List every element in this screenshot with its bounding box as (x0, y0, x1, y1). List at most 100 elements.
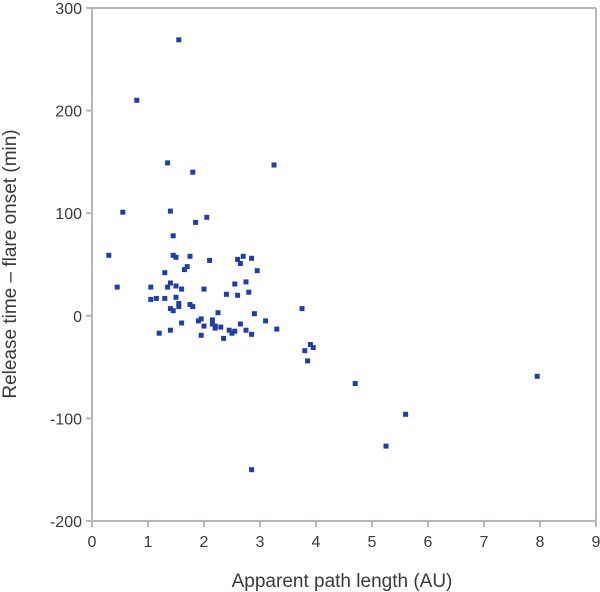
data-point (173, 283, 179, 289)
data-point (249, 467, 255, 473)
data-point (198, 316, 204, 322)
data-point (263, 318, 269, 324)
data-point (302, 348, 308, 354)
y-tick-label: 100 (55, 206, 82, 223)
data-point (299, 306, 305, 312)
data-point (165, 284, 171, 290)
x-tick-label: 5 (368, 534, 377, 551)
data-point (153, 295, 159, 301)
x-tick-label: 7 (480, 534, 489, 551)
data-point (187, 253, 193, 259)
data-point (207, 257, 213, 263)
plot-area (91, 7, 597, 522)
data-point (173, 294, 179, 300)
data-point (237, 321, 243, 327)
data-point (229, 330, 235, 336)
data-point (251, 311, 257, 317)
x-axis-title: Apparent path length (AU) (232, 571, 453, 592)
data-point (305, 358, 311, 364)
data-point (179, 286, 185, 292)
data-point (167, 208, 173, 214)
data-point (226, 327, 232, 333)
data-point (215, 310, 221, 316)
data-point (167, 306, 173, 312)
data-point (176, 304, 182, 310)
data-point (179, 320, 185, 326)
data-point (190, 169, 196, 175)
data-point (184, 264, 190, 270)
data-point (193, 219, 199, 225)
x-tick-label: 6 (424, 534, 433, 551)
x-tick-label: 2 (200, 534, 209, 551)
x-tick-label: 8 (536, 534, 545, 551)
data-point (204, 214, 210, 220)
x-tick-label: 1 (144, 534, 153, 551)
data-point (403, 411, 409, 417)
data-point (148, 284, 154, 290)
data-point (235, 256, 241, 262)
data-point (181, 267, 187, 273)
data-point (167, 327, 173, 333)
y-tick-label: 300 (55, 1, 82, 18)
data-point (162, 270, 168, 276)
x-axis-ticks: 0 1 2 3 4 5 6 7 8 9 (88, 521, 600, 551)
y-tick-label: -100 (50, 411, 82, 428)
data-point (271, 162, 277, 168)
data-point (212, 323, 218, 329)
data-point (209, 321, 215, 327)
x-tick-label: 3 (256, 534, 265, 551)
data-point (165, 160, 171, 166)
data-point (221, 335, 227, 341)
data-point (218, 324, 224, 330)
y-tick-label: -200 (50, 514, 82, 531)
data-point (195, 318, 201, 324)
data-point (383, 443, 389, 449)
data-point (246, 289, 252, 295)
data-point (134, 97, 140, 103)
data-point (307, 342, 313, 347)
data-point (190, 304, 196, 310)
data-point (198, 332, 204, 338)
data-point (237, 261, 243, 266)
data-point (201, 323, 207, 329)
data-point (243, 279, 249, 285)
data-point (106, 252, 112, 258)
data-point (310, 345, 316, 351)
data-point (352, 381, 358, 386)
y-axis-ticks: -200 -100 0 100 200 300 (50, 1, 92, 531)
x-tick-label: 0 (88, 534, 97, 551)
x-tick-label: 4 (312, 534, 321, 551)
x-tick-label: 9 (592, 534, 600, 551)
data-point (176, 301, 182, 306)
data-point (201, 286, 207, 292)
data-point (120, 209, 126, 215)
data-point (232, 281, 238, 287)
data-point (534, 373, 540, 379)
y-axis-title: Release time – flare onset (min) (0, 129, 21, 398)
data-point (176, 37, 182, 43)
data-point (254, 268, 260, 274)
data-point (170, 233, 176, 239)
data-point (148, 296, 154, 302)
data-point (114, 284, 120, 290)
data-point (235, 292, 241, 298)
data-point (173, 254, 179, 260)
data-point (249, 331, 255, 337)
data-point (240, 253, 246, 259)
y-tick-label: 200 (55, 104, 82, 121)
data-point (187, 302, 193, 307)
data-point (156, 330, 162, 336)
data-point (170, 252, 176, 258)
data-point (274, 326, 280, 332)
data-point (232, 328, 238, 334)
data-point (243, 327, 249, 333)
data-point (170, 308, 176, 314)
data-point (223, 291, 229, 297)
data-point (209, 317, 215, 323)
data-point (249, 255, 255, 261)
y-tick-label: 0 (73, 309, 82, 326)
data-points (106, 37, 540, 473)
data-point (167, 280, 173, 286)
data-point (162, 295, 168, 301)
